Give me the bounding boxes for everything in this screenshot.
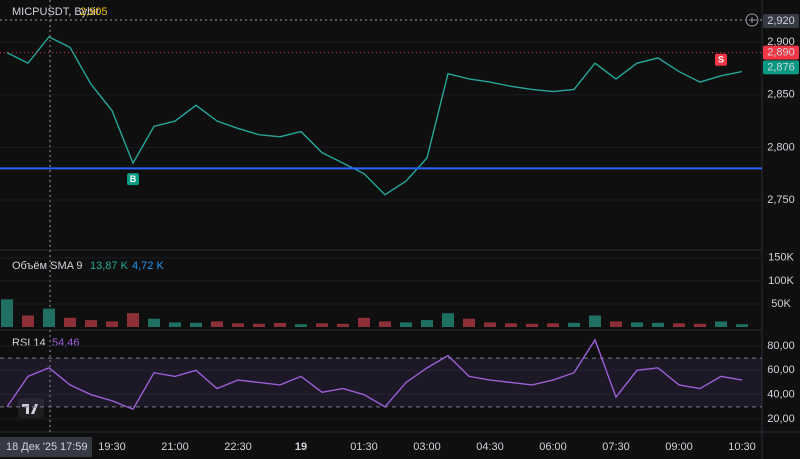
x-tick-label: 01:30: [350, 441, 378, 453]
x-tick-label: 22:30: [224, 441, 252, 453]
volume-bar: [64, 317, 76, 327]
price-tag: [763, 14, 799, 29]
y-tick-label: 40,00: [767, 389, 795, 401]
price-title: MICPUSDT, Bybit: [12, 6, 99, 18]
volume-title: Объём SMA 9: [12, 260, 83, 272]
add-icon: [749, 17, 755, 23]
volume-bar: [673, 323, 685, 327]
volume-bar: [652, 322, 664, 327]
volume-bar: [127, 313, 139, 327]
x-tick-label: 04:30: [476, 441, 504, 453]
y-tick-label: 100K: [768, 275, 794, 287]
price-last: 2,905: [80, 6, 108, 18]
rsi-last: 54,46: [52, 337, 80, 349]
y-tick-label: 20,00: [767, 413, 795, 425]
volume-bar: [484, 322, 496, 327]
volume-bar: [631, 322, 643, 327]
rsi-band: [0, 358, 762, 407]
y-tick-label: 50K: [771, 298, 791, 310]
y-tick-label: 150K: [768, 252, 794, 264]
volume-bar: [190, 322, 202, 327]
price-tag: [763, 60, 799, 75]
y-tick-label: 2,900: [767, 36, 795, 48]
volume-bar: [232, 323, 244, 327]
cursor-date: 18 Дек '25: [6, 441, 57, 453]
legend-value: 4,72 K: [132, 260, 164, 272]
x-tick-label: 07:30: [602, 441, 630, 453]
price-tag-label: 2,876: [767, 61, 795, 73]
volume-bar: [43, 308, 55, 327]
volume-bar: [22, 315, 34, 327]
volume-bar: [715, 321, 727, 327]
volume-bar: [148, 318, 160, 327]
volume-bar: [694, 323, 706, 327]
volume-bar: [589, 315, 601, 327]
trade-marker-label: B: [130, 174, 137, 184]
volume-bar: [400, 322, 412, 327]
volume-bar: [358, 317, 370, 327]
volume-bar: [526, 323, 538, 327]
volume-bar: [211, 321, 223, 327]
volume-bar: [253, 323, 265, 327]
cursor-label-box: [0, 437, 92, 457]
trade-marker-label: S: [718, 55, 724, 65]
trade-marker: [127, 173, 139, 186]
price-tag-label: 2,920: [767, 15, 795, 27]
volume-bar: [379, 321, 391, 327]
cursor-time: 17:59: [60, 441, 88, 453]
volume-bar: [568, 322, 580, 327]
volume-bar: [547, 323, 559, 327]
trade-marker: [715, 53, 727, 66]
x-tick-label: 09:00: [665, 441, 693, 453]
y-tick-label: 2,750: [767, 194, 795, 206]
x-tick-label: 03:00: [413, 441, 441, 453]
add-button[interactable]: [745, 13, 759, 27]
volume-bar: [736, 324, 748, 327]
x-tick-label: 06:00: [539, 441, 567, 453]
x-tick-label: 19:30: [98, 441, 126, 453]
price-tag: [763, 45, 799, 60]
y-tick-label: 2,800: [767, 141, 795, 153]
x-tick-label: 10:30: [728, 441, 756, 453]
rsi-title: RSI 14: [12, 337, 46, 349]
x-tick-label: 19: [295, 441, 307, 453]
volume-bar: [106, 321, 118, 327]
y-tick-label: 60,00: [767, 364, 795, 376]
volume-bar: [1, 299, 13, 327]
volume-bar: [169, 322, 181, 327]
volume-bar: [295, 324, 307, 327]
rsi-line: [6, 338, 743, 411]
price-tag-label: 2,890: [767, 47, 795, 59]
volume-bar: [85, 320, 97, 327]
volume-bar: [442, 313, 454, 327]
y-tick-label: 2,850: [767, 89, 795, 101]
y-tick-label: 80,00: [767, 340, 795, 352]
volume-bar: [421, 320, 433, 327]
legend-value: 13,87 K: [90, 260, 129, 272]
volume-bar: [337, 323, 349, 327]
volume-bar: [274, 322, 286, 327]
x-tick-label: 21:00: [161, 441, 189, 453]
volume-bar: [463, 318, 475, 327]
volume-bar: [505, 323, 517, 327]
volume-bar: [316, 323, 328, 327]
price-line: [6, 35, 743, 196]
volume-bar: [610, 321, 622, 327]
